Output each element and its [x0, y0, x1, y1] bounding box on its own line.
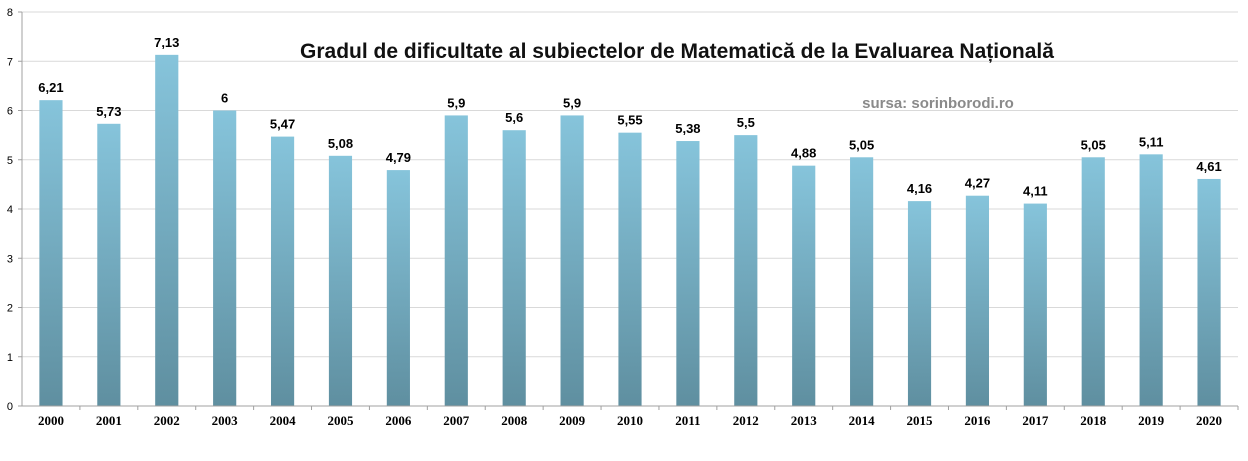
x-tick-label-2015: 2015 [907, 413, 934, 428]
bar-2019 [1139, 154, 1163, 406]
x-tick-label-2016: 2016 [964, 413, 991, 428]
data-label-2003: 6 [221, 91, 228, 106]
labels: 0 1 2 3 4 5 6 7 8 6,21 2000 5,73 2001 7,13 2002 6 2003 5,… [7, 7, 1222, 428]
data-label-2001: 5,73 [96, 104, 121, 119]
data-label-2011: 5,38 [675, 121, 700, 136]
y-tick-label: 0 [7, 401, 13, 413]
y-tick-label: 6 [7, 106, 13, 118]
source-note: sursa: sorinborodi.ro [862, 95, 1014, 112]
data-label-2019: 5,11 [1139, 134, 1164, 149]
x-tick-label-2012: 2012 [733, 413, 759, 428]
x-tick-label-2003: 2003 [212, 413, 239, 428]
x-tick-label-2002: 2002 [154, 413, 180, 428]
axes [18, 11, 1239, 410]
x-tick-label-2018: 2018 [1080, 413, 1107, 428]
y-tick-label: 7 [7, 56, 13, 68]
bar-2016 [965, 195, 990, 406]
bar-2005 [328, 155, 353, 406]
bar-2007 [444, 115, 468, 407]
x-tick-label-2014: 2014 [849, 413, 876, 428]
data-label-2010: 5,55 [617, 113, 642, 128]
data-label-2015: 4,16 [907, 181, 932, 196]
bar-2000 [39, 100, 63, 406]
x-tick-label-2001: 2001 [96, 413, 122, 428]
bar-2001 [97, 123, 121, 407]
x-tick-label-2006: 2006 [385, 413, 412, 428]
x-tick-label-2010: 2010 [617, 413, 643, 428]
data-label-2000: 6,21 [38, 80, 63, 95]
chart-title: Gradul de dificultate al subiectelor de … [300, 40, 1054, 63]
y-tick-label: 8 [7, 7, 13, 19]
bar-2002 [155, 54, 179, 406]
data-label-2013: 4,88 [791, 146, 816, 161]
bar-2014 [850, 157, 874, 406]
data-label-2012: 5,5 [737, 115, 755, 130]
bar-2010 [618, 132, 642, 406]
data-label-2017: 4,11 [1023, 184, 1048, 199]
bar-2009 [560, 115, 584, 407]
bar-2020 [1197, 178, 1221, 406]
data-label-2018: 5,05 [1081, 137, 1106, 152]
data-label-2009: 5,9 [563, 95, 581, 110]
x-tick-label-2019: 2019 [1138, 413, 1165, 428]
x-tick-label-2007: 2007 [443, 413, 470, 428]
data-label-2006: 4,79 [386, 150, 411, 165]
data-label-2005: 5,08 [328, 136, 353, 151]
bar-2012 [734, 135, 758, 406]
x-tick-label-2005: 2005 [327, 413, 354, 428]
data-label-2007: 5,9 [447, 95, 465, 110]
x-tick-label-2004: 2004 [270, 413, 297, 428]
bar-2008 [502, 130, 526, 406]
data-label-2008: 5,6 [505, 110, 523, 125]
bar-2004 [270, 136, 295, 407]
data-label-2002: 7,13 [154, 35, 179, 50]
y-tick-label: 3 [7, 253, 13, 265]
bar-2015 [907, 201, 932, 406]
bar-2013 [792, 165, 816, 406]
bar-2011 [676, 141, 700, 406]
data-label-2014: 5,05 [849, 137, 874, 152]
y-tick-label: 4 [7, 204, 13, 216]
x-tick-label-2008: 2008 [501, 413, 528, 428]
bar-2017 [1023, 203, 1047, 406]
x-tick-label-2020: 2020 [1196, 413, 1222, 428]
x-tick-label-2009: 2009 [559, 413, 586, 428]
data-label-2016: 4,27 [965, 176, 990, 191]
bar-2003 [213, 110, 237, 406]
data-label-2004: 5,47 [270, 117, 295, 132]
x-tick-label-2017: 2017 [1022, 413, 1049, 428]
x-tick-label-2013: 2013 [791, 413, 818, 428]
bar-2006 [386, 170, 410, 406]
data-label-2020: 4,61 [1196, 159, 1221, 174]
bars [39, 54, 1221, 407]
x-tick-label-2000: 2000 [38, 413, 64, 428]
y-tick-label: 2 [7, 303, 13, 315]
y-tick-label: 1 [7, 352, 13, 364]
x-tick-label-2011: 2011 [675, 413, 700, 428]
bar-2018 [1081, 157, 1105, 406]
y-tick-label: 5 [7, 155, 13, 167]
